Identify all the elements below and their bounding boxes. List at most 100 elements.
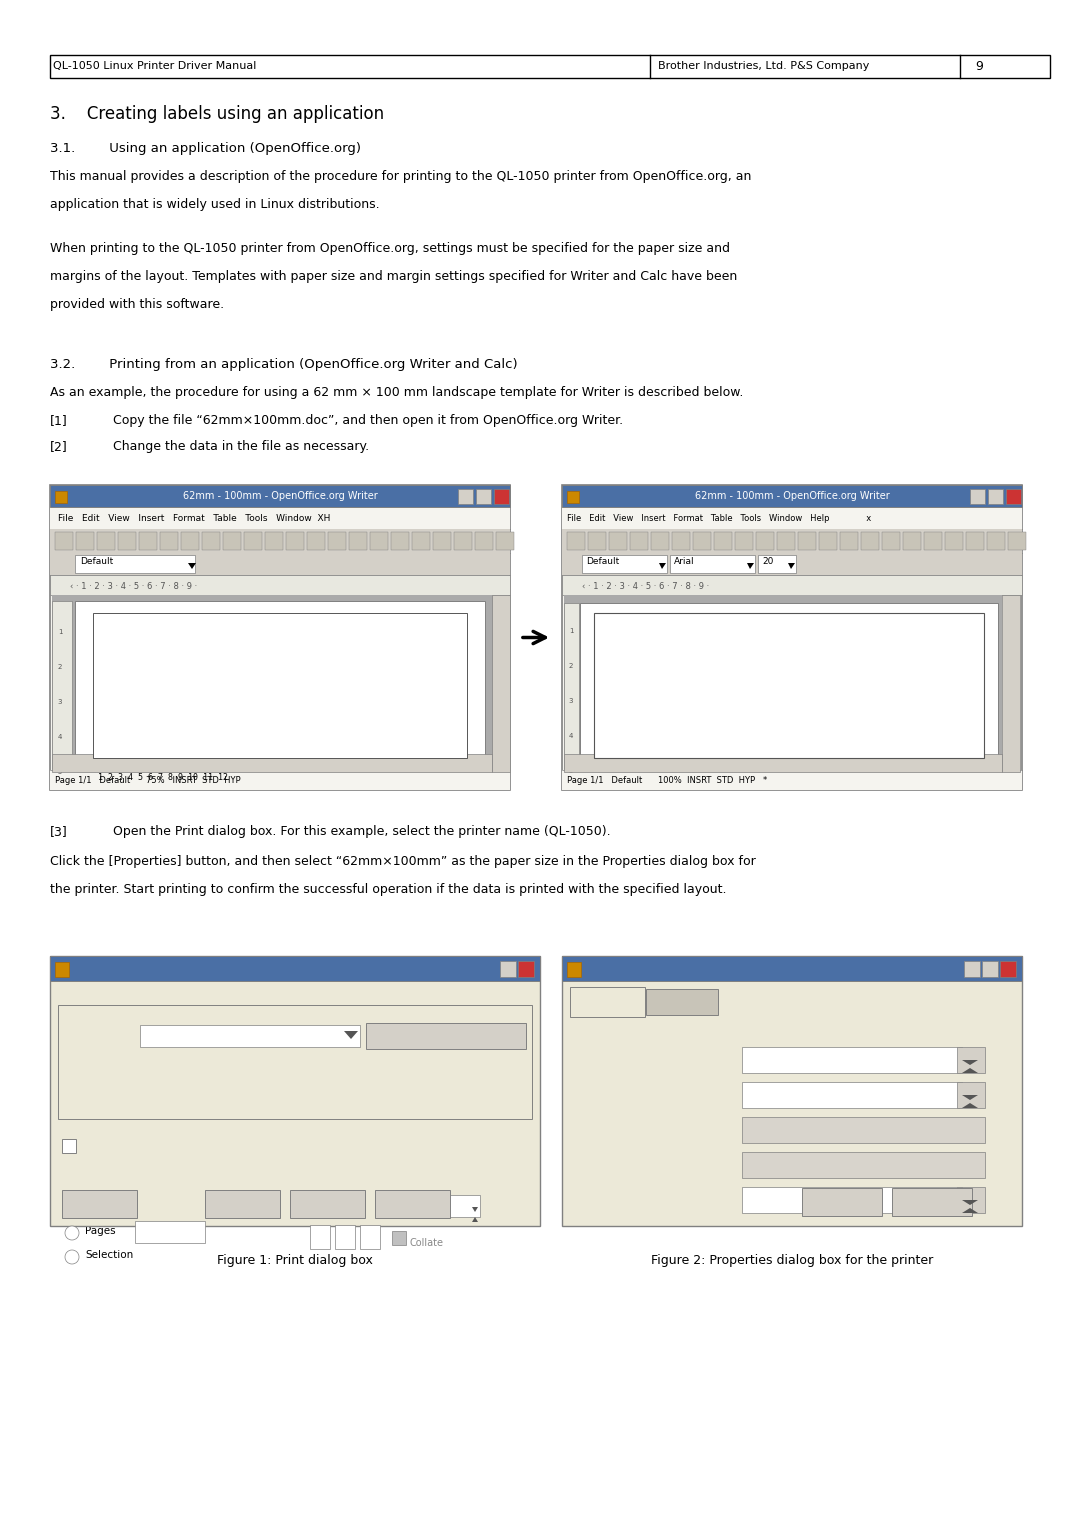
Bar bbox=[518, 960, 534, 977]
Bar bbox=[562, 770, 1022, 789]
Text: Arial: Arial bbox=[674, 557, 694, 567]
Bar bbox=[564, 603, 579, 768]
Bar bbox=[646, 989, 718, 1015]
Text: Landscape: Landscape bbox=[98, 664, 147, 673]
Bar bbox=[420, 1196, 480, 1217]
Bar bbox=[160, 531, 178, 550]
Bar bbox=[758, 554, 796, 573]
Bar bbox=[496, 531, 514, 550]
Text: application that is widely used in Linux distributions.: application that is widely used in Linux… bbox=[50, 199, 380, 211]
Bar bbox=[562, 956, 1022, 1226]
Text: Default: Default bbox=[80, 557, 113, 567]
Text: 3: 3 bbox=[569, 698, 573, 704]
Text: Change the data in the file as necessary.: Change the data in the file as necessary… bbox=[113, 440, 369, 454]
Text: QL-1050: QL-1050 bbox=[145, 1032, 189, 1043]
Text: Mr.John Smith Sr.: Mr.John Smith Sr. bbox=[604, 628, 711, 641]
Text: 3.    Creating labels using an application: 3. Creating labels using an application bbox=[50, 105, 384, 124]
Bar bbox=[957, 1186, 985, 1212]
Bar bbox=[777, 531, 795, 550]
Bar bbox=[892, 1188, 972, 1215]
Bar bbox=[742, 1083, 962, 1109]
Text: Cancel: Cancel bbox=[915, 1197, 949, 1206]
Text: [2]: [2] bbox=[50, 440, 68, 454]
Text: Comment: Comment bbox=[70, 1128, 121, 1139]
Text: File   Edit   View   Insert   Format   Table   Tools   Window   Help            : File Edit View Insert Format Table Tools… bbox=[567, 515, 872, 524]
Polygon shape bbox=[345, 1031, 357, 1038]
Text: CUPS:QL-1050: CUPS:QL-1050 bbox=[140, 1083, 215, 1093]
Text: President: President bbox=[604, 655, 662, 667]
Text: 5: 5 bbox=[569, 768, 573, 774]
Bar bbox=[202, 531, 220, 550]
Text: Printer: Printer bbox=[62, 1009, 99, 1019]
Bar bbox=[1008, 531, 1026, 550]
Polygon shape bbox=[188, 563, 195, 570]
Text: Paper size: Paper size bbox=[577, 1051, 634, 1061]
Bar bbox=[205, 1190, 280, 1219]
Bar bbox=[55, 492, 67, 502]
Text: 1 2 3 4 5 6 7 8 9 10 11 12: 1 2 3 4 5 6 7 8 9 10 11 12 bbox=[98, 713, 228, 722]
Text: Location: Location bbox=[70, 1106, 114, 1115]
Bar bbox=[50, 486, 510, 789]
Bar bbox=[97, 531, 114, 550]
Bar bbox=[567, 962, 581, 977]
Bar bbox=[562, 553, 1022, 576]
Bar bbox=[567, 492, 579, 502]
Bar bbox=[392, 1231, 406, 1245]
Text: Copies: Copies bbox=[310, 1180, 348, 1191]
Text: 5: 5 bbox=[58, 770, 63, 776]
Bar bbox=[52, 602, 72, 768]
Text: Default: Default bbox=[586, 557, 619, 567]
Bar bbox=[1005, 489, 1021, 504]
Text: 100%: 100% bbox=[750, 1197, 782, 1206]
Text: Properties...: Properties... bbox=[415, 1029, 477, 1038]
Bar bbox=[328, 531, 346, 550]
Bar bbox=[55, 962, 69, 977]
Bar bbox=[957, 1083, 985, 1109]
Text: Copy the file “62mm×100mm.doc”, and then open it from OpenOffice.org Writer.: Copy the file “62mm×100mm.doc”, and then… bbox=[113, 414, 623, 428]
Text: ‹ · 1 · 2 · 3 · 4 · 5 · 6 · 7 · 8 · 9 ·: ‹ · 1 · 2 · 3 · 4 · 5 · 6 · 7 · 8 · 9 · bbox=[70, 582, 198, 591]
Bar bbox=[945, 531, 963, 550]
Bar bbox=[366, 1023, 526, 1049]
Polygon shape bbox=[788, 563, 795, 570]
Text: Page 1/1   Default      100%  INSRT  STD  HYP   *: Page 1/1 Default 100% INSRT STD HYP * bbox=[567, 776, 767, 785]
Text: Figure 1: Print dialog box: Figure 1: Print dialog box bbox=[217, 1254, 373, 1267]
Bar bbox=[735, 531, 753, 550]
Text: Brother Industries, Ltd. P&S Company: Brother Industries, Ltd. P&S Company bbox=[658, 61, 869, 72]
Text: Open the Print dialog box. For this example, select the printer name (QL-1050).: Open the Print dialog box. For this exam… bbox=[113, 825, 610, 838]
Bar bbox=[244, 531, 262, 550]
Bar bbox=[55, 531, 73, 550]
Bar bbox=[62, 1190, 137, 1219]
Bar bbox=[562, 486, 1022, 789]
Text: [1]: [1] bbox=[50, 414, 68, 428]
Text: 62mm×100mm: 62mm×100mm bbox=[98, 625, 152, 634]
Polygon shape bbox=[962, 1095, 978, 1099]
Bar bbox=[562, 486, 1022, 507]
Bar bbox=[957, 1048, 985, 1073]
Text: Print to file: Print to file bbox=[80, 1145, 137, 1154]
Bar bbox=[50, 553, 510, 576]
Bar bbox=[50, 956, 540, 1226]
Bar bbox=[798, 531, 816, 550]
Text: Smith and Company: Smith and Company bbox=[604, 683, 731, 695]
Bar bbox=[924, 531, 942, 550]
Bar bbox=[181, 531, 199, 550]
Polygon shape bbox=[962, 1102, 978, 1109]
Text: 100 Market Street: 100 Market Street bbox=[604, 709, 717, 722]
Text: the printer. Start printing to confirm the successful operation if the data is p: the printer. Start printing to confirm t… bbox=[50, 883, 727, 896]
Text: File   Edit   View   Insert   Format   Table   Tools   Window  XH: File Edit View Insert Format Table Tools… bbox=[58, 515, 330, 524]
Bar bbox=[630, 531, 648, 550]
Bar bbox=[840, 531, 858, 550]
Text: Properties of QL-1050: Properties of QL-1050 bbox=[731, 964, 852, 974]
Circle shape bbox=[65, 1202, 79, 1215]
Bar bbox=[140, 1025, 360, 1048]
Text: Paper: Paper bbox=[592, 997, 623, 1006]
Bar bbox=[903, 531, 921, 550]
Bar bbox=[76, 531, 94, 550]
Bar bbox=[454, 531, 472, 550]
Text: Options...: Options... bbox=[75, 1199, 125, 1209]
Text: Selection: Selection bbox=[85, 1251, 133, 1260]
Text: Status: Status bbox=[70, 1061, 104, 1070]
Bar bbox=[861, 531, 879, 550]
Bar bbox=[75, 602, 485, 768]
Polygon shape bbox=[659, 563, 666, 570]
